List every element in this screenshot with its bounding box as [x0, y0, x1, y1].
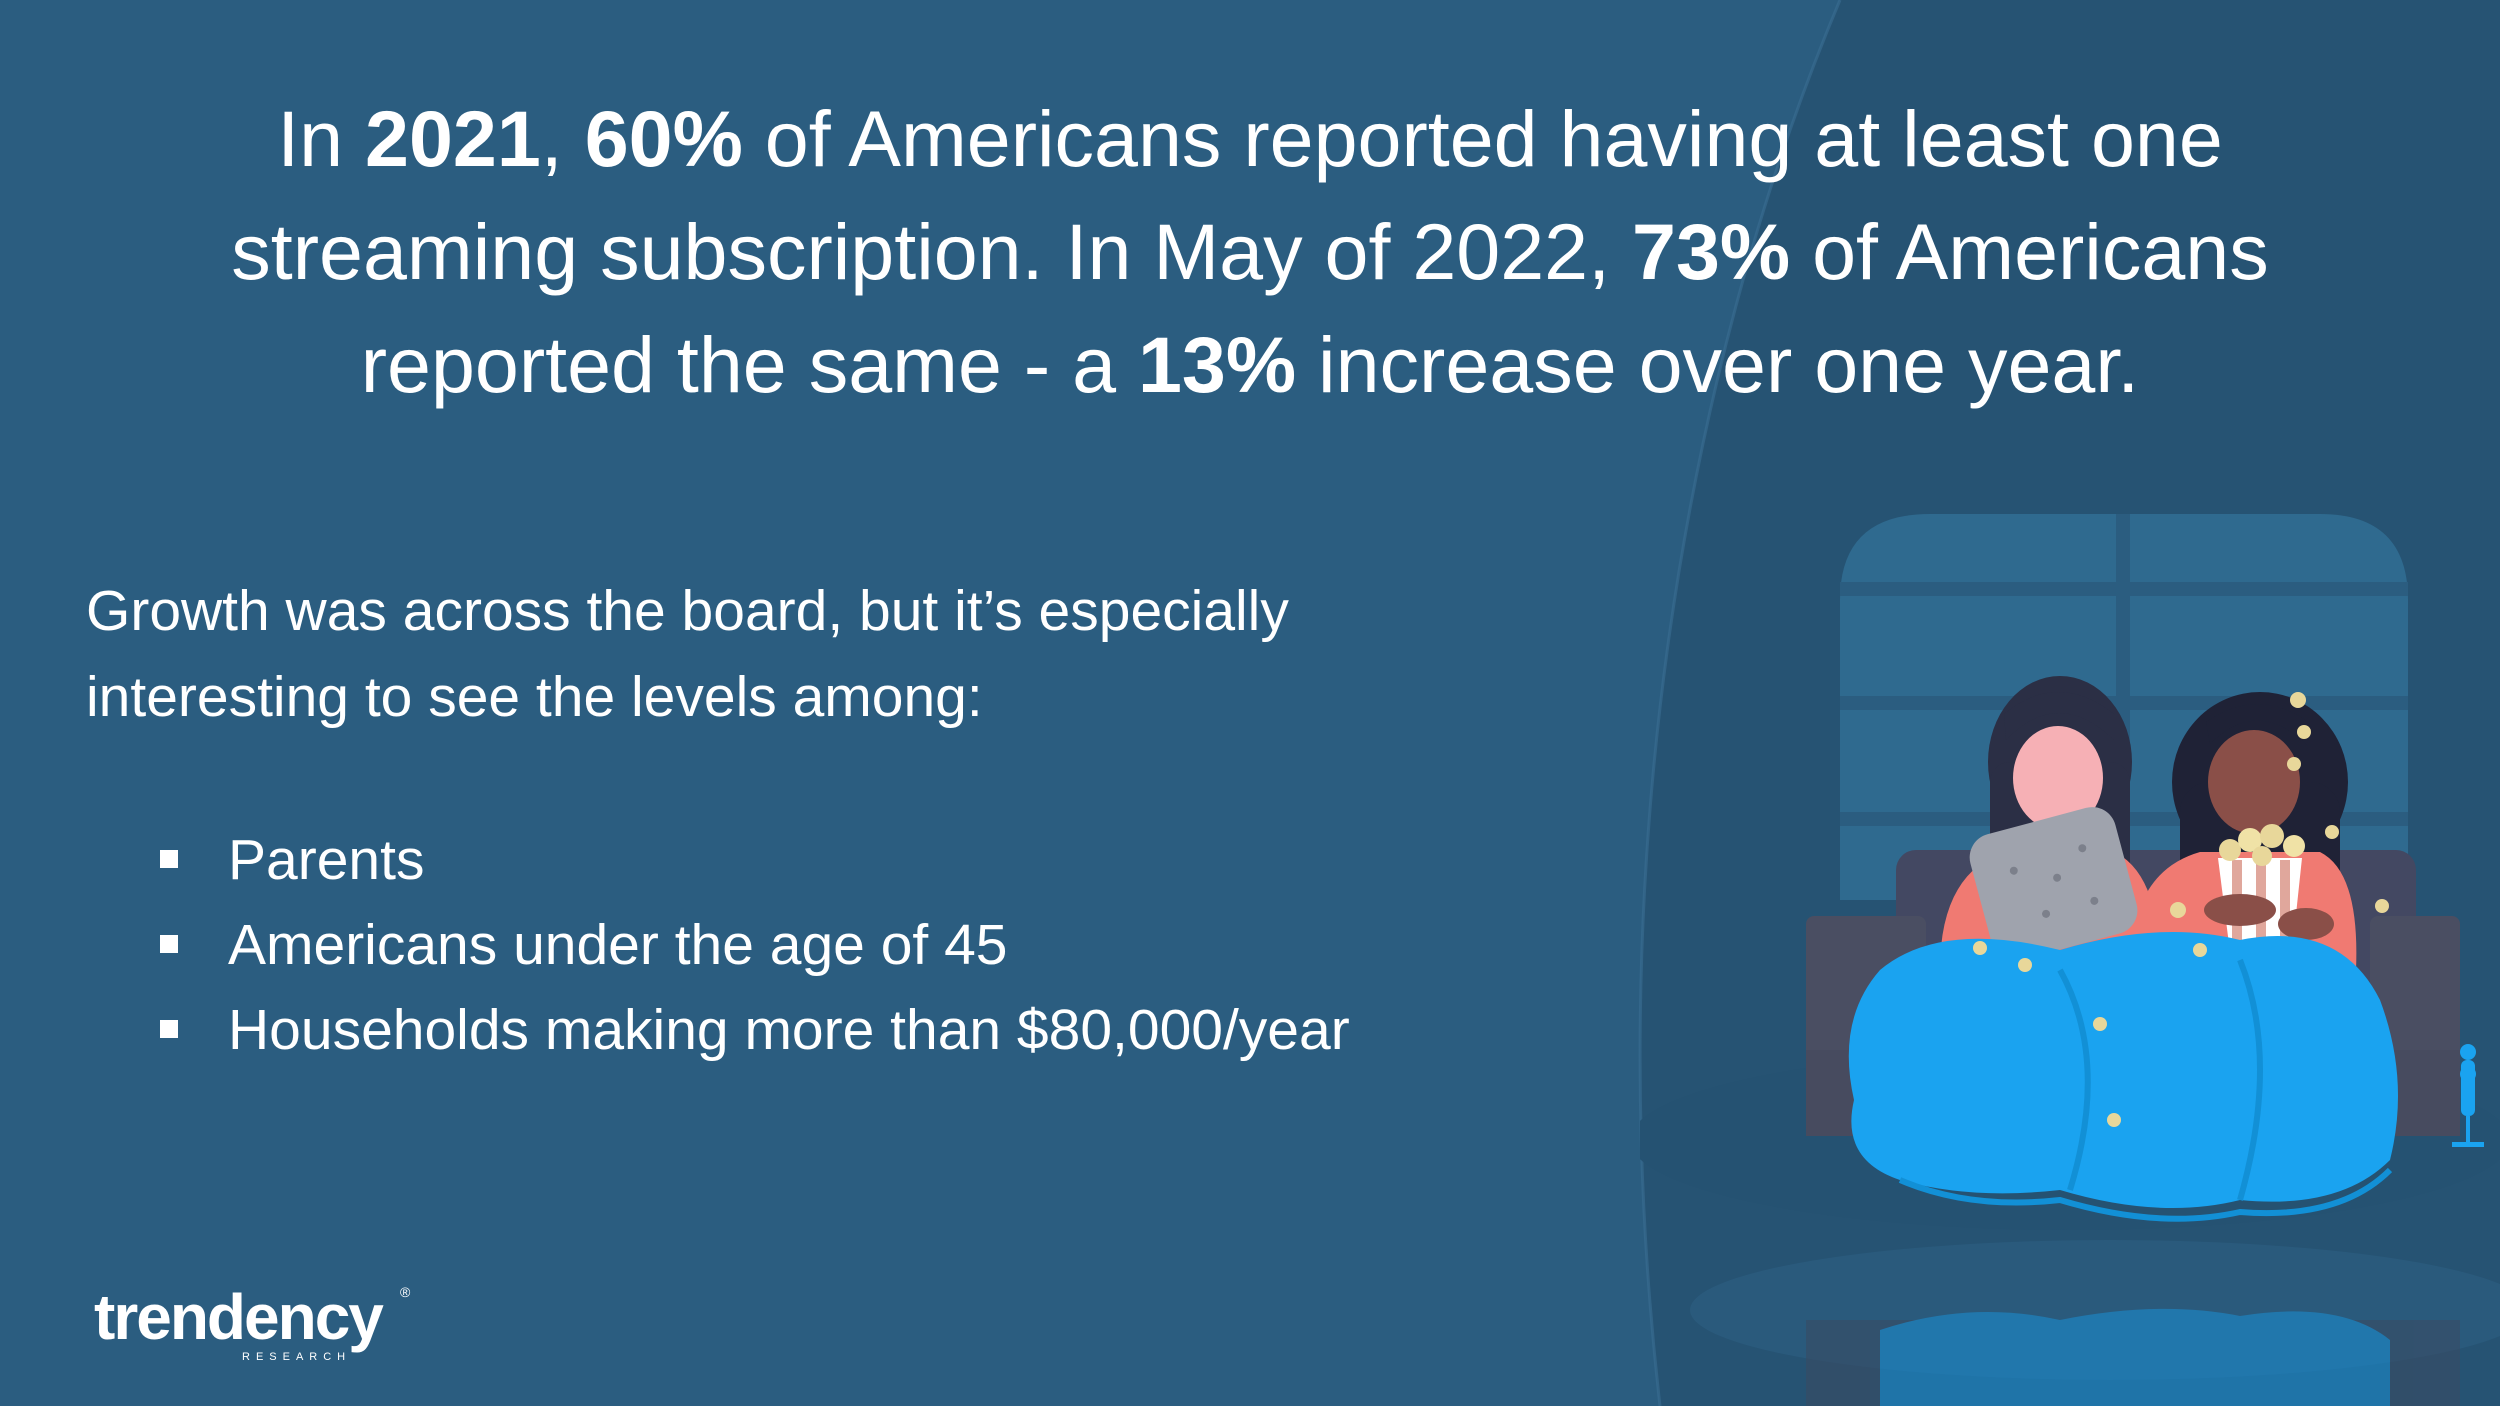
logo-subtitle: RESEARCH: [242, 1351, 352, 1363]
intro-line-2: interesting to see the levels among:: [86, 665, 983, 729]
year-2021: 2021: [365, 94, 541, 183]
reflection-icon: [1806, 1308, 2460, 1406]
stat-13-percent: 13%: [1137, 320, 1297, 409]
square-bullet-icon: [160, 850, 178, 868]
lamp-icon: [2452, 1044, 2484, 1147]
intro-text: Growth was across the board, but it’s es…: [86, 568, 1586, 740]
registered-mark: ®: [400, 1284, 411, 1300]
headline-line-1: In 2021, 60% of Americans reported havin…: [277, 94, 2223, 183]
headline-line-3: reported the same - a 13% increase over …: [360, 320, 2140, 409]
headline: In 2021, 60% of Americans reported havin…: [80, 82, 2420, 421]
couch-movie-illustration: [1640, 514, 2500, 1406]
intro-line-1: Growth was across the board, but it’s es…: [86, 579, 1289, 643]
trendency-logo: trendency RESEARCH ®: [92, 1282, 432, 1372]
logo-wordmark: trendency: [94, 1281, 384, 1353]
headline-line-2: streaming subscription. In May of 2022, …: [231, 207, 2269, 296]
square-bullet-icon: [160, 935, 178, 953]
stat-60-percent: 60%: [584, 94, 743, 183]
list-item: Households making more than $80,000/year: [160, 988, 1350, 1073]
bullet-list: Parents Americans under the age of 45 Ho…: [160, 818, 1350, 1073]
stat-73-percent: 73%: [1632, 207, 1791, 296]
popcorn-icon: [1973, 692, 2389, 1127]
list-item: Parents: [160, 818, 1350, 903]
square-bullet-icon: [160, 1020, 178, 1038]
blanket-icon: [1848, 932, 2398, 1222]
list-item: Americans under the age of 45: [160, 903, 1350, 988]
